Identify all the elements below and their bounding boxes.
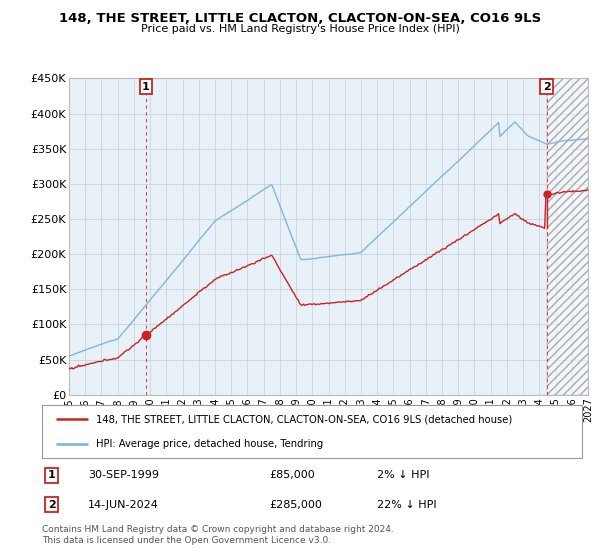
Text: HPI: Average price, detached house, Tendring: HPI: Average price, detached house, Tend…	[96, 438, 323, 449]
Text: 148, THE STREET, LITTLE CLACTON, CLACTON-ON-SEA, CO16 9LS (detached house): 148, THE STREET, LITTLE CLACTON, CLACTON…	[96, 414, 512, 424]
Text: 1: 1	[142, 82, 150, 92]
Text: £285,000: £285,000	[269, 500, 322, 510]
Text: 30-SEP-1999: 30-SEP-1999	[88, 470, 159, 480]
Text: 2: 2	[48, 500, 56, 510]
Text: 14-JUN-2024: 14-JUN-2024	[88, 500, 159, 510]
FancyBboxPatch shape	[42, 405, 582, 458]
Text: Price paid vs. HM Land Registry's House Price Index (HPI): Price paid vs. HM Land Registry's House …	[140, 24, 460, 34]
Text: 2% ↓ HPI: 2% ↓ HPI	[377, 470, 430, 480]
Text: 1: 1	[48, 470, 56, 480]
Text: £85,000: £85,000	[269, 470, 314, 480]
Text: 22% ↓ HPI: 22% ↓ HPI	[377, 500, 436, 510]
Text: 148, THE STREET, LITTLE CLACTON, CLACTON-ON-SEA, CO16 9LS: 148, THE STREET, LITTLE CLACTON, CLACTON…	[59, 12, 541, 25]
Text: Contains HM Land Registry data © Crown copyright and database right 2024.
This d: Contains HM Land Registry data © Crown c…	[42, 525, 394, 545]
Text: 2: 2	[543, 82, 551, 92]
